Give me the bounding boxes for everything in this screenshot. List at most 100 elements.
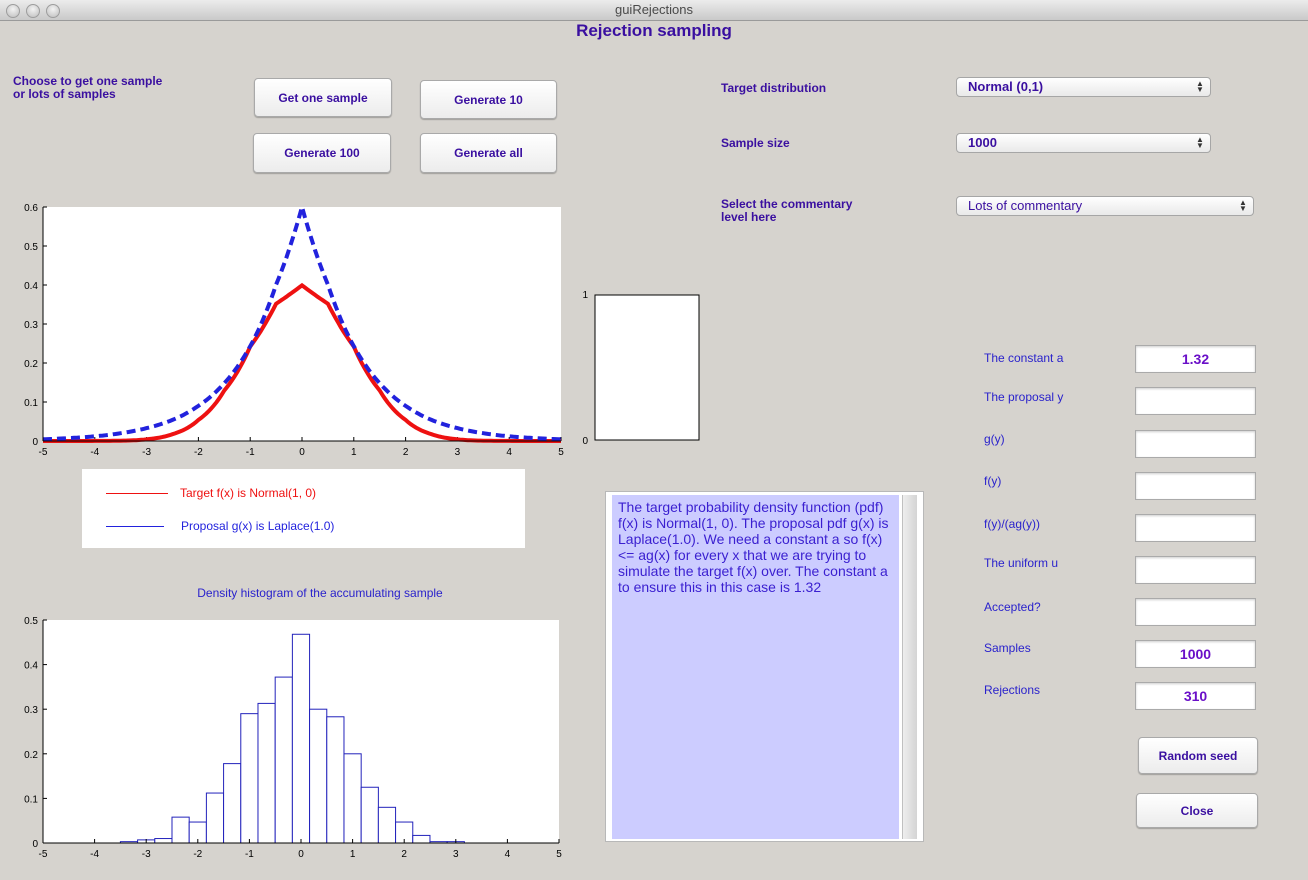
minimize-window-icon[interactable]	[26, 4, 40, 18]
x-tick-label: -4	[90, 447, 99, 458]
commentary-level-select[interactable]: Lots of commentary ▲ ▼	[956, 196, 1254, 216]
proposal-density-curve	[43, 199, 561, 442]
uniform-ytick-0: 0	[582, 436, 588, 447]
commentary-level-label: Select the commentary level here	[721, 197, 853, 224]
samples-field[interactable]: 1000	[1135, 640, 1256, 668]
choose-samples-label: Choose to get one sample or lots of samp…	[13, 74, 163, 101]
uniform-ytick-1: 1	[582, 290, 588, 301]
rejections-field[interactable]: 310	[1135, 682, 1256, 710]
histogram-bar	[326, 716, 345, 844]
x-tick-label: -1	[246, 447, 255, 458]
window-titlebar: guiRejections	[0, 0, 1308, 21]
close-window-icon[interactable]	[6, 4, 20, 18]
get-one-sample-button[interactable]: Get one sample	[254, 78, 392, 117]
histogram-bar	[274, 676, 293, 844]
proposal-legend-label: Proposal g(x) is Laplace(1.0)	[181, 519, 335, 533]
rejections-label: Rejections	[984, 683, 1041, 697]
generate-10-button[interactable]: Generate 10	[420, 80, 557, 119]
histogram-bar	[223, 763, 242, 844]
plot-legend: Target f(x) is Normal(1, 0) Proposal g(x…	[82, 469, 525, 548]
x-tick-label: 4	[505, 849, 511, 860]
y-tick-label: 0.2	[24, 750, 38, 761]
density-plot: 0 0.1 0.2 0.3 0.4 0.5 0.6 -5 -4 -3 -2 -1 0 1 2 3 4 5	[24, 199, 564, 458]
y-tick-label: 0.5	[24, 242, 38, 253]
histogram-title: Density histogram of the accumulating sa…	[197, 586, 443, 600]
select-arrows-icon: ▲ ▼	[1196, 79, 1204, 94]
y-tick-label: 0.4	[24, 281, 38, 292]
x-tick-label: -3	[142, 447, 151, 458]
histogram-bar	[240, 713, 259, 844]
x-tick-label: -1	[245, 849, 254, 860]
histogram-bar	[257, 702, 276, 844]
uniform-u-label: The uniform u	[984, 556, 1059, 570]
generate-100-button[interactable]: Generate 100	[253, 133, 391, 173]
commentary-level-value: Lots of commentary	[968, 198, 1083, 213]
histogram-bar	[360, 786, 379, 844]
uniform-plot-area	[594, 294, 700, 441]
density-plot-area	[43, 207, 561, 441]
histogram-bar	[412, 834, 431, 844]
constant-a-label: The constant a	[984, 351, 1064, 365]
y-tick-label: 0.3	[24, 705, 38, 716]
x-tick-label: 4	[506, 447, 512, 458]
proposal-y-field[interactable]	[1135, 387, 1256, 415]
samples-label: Samples	[984, 641, 1031, 655]
target-distribution-select[interactable]: Normal (0,1) ▲ ▼	[956, 77, 1211, 97]
x-tick-label: 5	[558, 447, 564, 458]
proposal-y-label: The proposal y	[984, 390, 1064, 404]
x-tick-label: 0	[298, 849, 304, 860]
x-tick-label: -5	[39, 849, 48, 860]
sample-size-select[interactable]: 1000 ▲ ▼	[956, 133, 1211, 153]
accepted-field[interactable]	[1135, 598, 1256, 626]
y-tick-label: 0.5	[24, 616, 38, 627]
gy-label: g(y)	[984, 432, 1005, 446]
gy-field[interactable]	[1135, 430, 1256, 458]
histogram-bar	[343, 753, 362, 844]
y-tick-label: 0.6	[24, 203, 38, 214]
fy-field[interactable]	[1135, 472, 1256, 500]
target-density-curve	[43, 282, 561, 443]
target-legend-line	[106, 493, 168, 494]
x-tick-label: 1	[351, 447, 357, 458]
x-tick-label: -4	[90, 849, 99, 860]
generate-all-button[interactable]: Generate all	[420, 133, 557, 173]
histogram-bar	[205, 792, 225, 844]
x-tick-label: 5	[556, 849, 562, 860]
x-tick-label: 2	[403, 447, 409, 458]
sample-size-value: 1000	[968, 135, 997, 150]
target-distribution-value: Normal (0,1)	[968, 79, 1044, 94]
select-arrows-icon: ▲ ▼	[1196, 135, 1204, 150]
fy-label: f(y)	[984, 474, 1002, 488]
x-tick-label: 3	[453, 849, 459, 860]
random-seed-button[interactable]: Random seed	[1138, 737, 1258, 774]
commentary-text: The target probability density function …	[612, 495, 899, 839]
accepted-label: Accepted?	[984, 600, 1041, 614]
page-title: Rejection sampling	[576, 21, 732, 40]
commentary-scrollbar[interactable]	[902, 495, 917, 839]
zoom-window-icon[interactable]	[46, 4, 60, 18]
x-tick-label: -5	[39, 447, 48, 458]
histogram-bar	[377, 806, 397, 844]
uniform-u-field[interactable]	[1135, 556, 1256, 584]
histogram-bar	[171, 816, 190, 844]
x-tick-label: 2	[401, 849, 407, 860]
constant-a-field[interactable]: 1.32	[1135, 345, 1256, 373]
proposal-legend-line	[106, 526, 164, 527]
close-button[interactable]: Close	[1136, 793, 1258, 828]
uniform-plot: 1 0	[582, 290, 700, 447]
x-tick-label: 1	[350, 849, 356, 860]
y-tick-label: 0.3	[24, 320, 38, 331]
x-tick-label: 3	[455, 447, 461, 458]
histogram-bar	[309, 708, 328, 844]
histogram-bar	[154, 838, 173, 844]
x-tick-label: -2	[193, 849, 202, 860]
y-tick-label: 0.1	[24, 398, 38, 409]
target-distribution-label: Target distribution	[721, 81, 827, 95]
sample-size-label: Sample size	[721, 136, 790, 150]
commentary-panel[interactable]: The target probability density function …	[605, 491, 924, 842]
y-tick-label: 0.4	[24, 661, 38, 672]
ratio-field[interactable]	[1135, 514, 1256, 542]
x-tick-label: -3	[142, 849, 151, 860]
histogram-bar	[291, 633, 311, 844]
y-tick-label: 0	[32, 437, 38, 448]
